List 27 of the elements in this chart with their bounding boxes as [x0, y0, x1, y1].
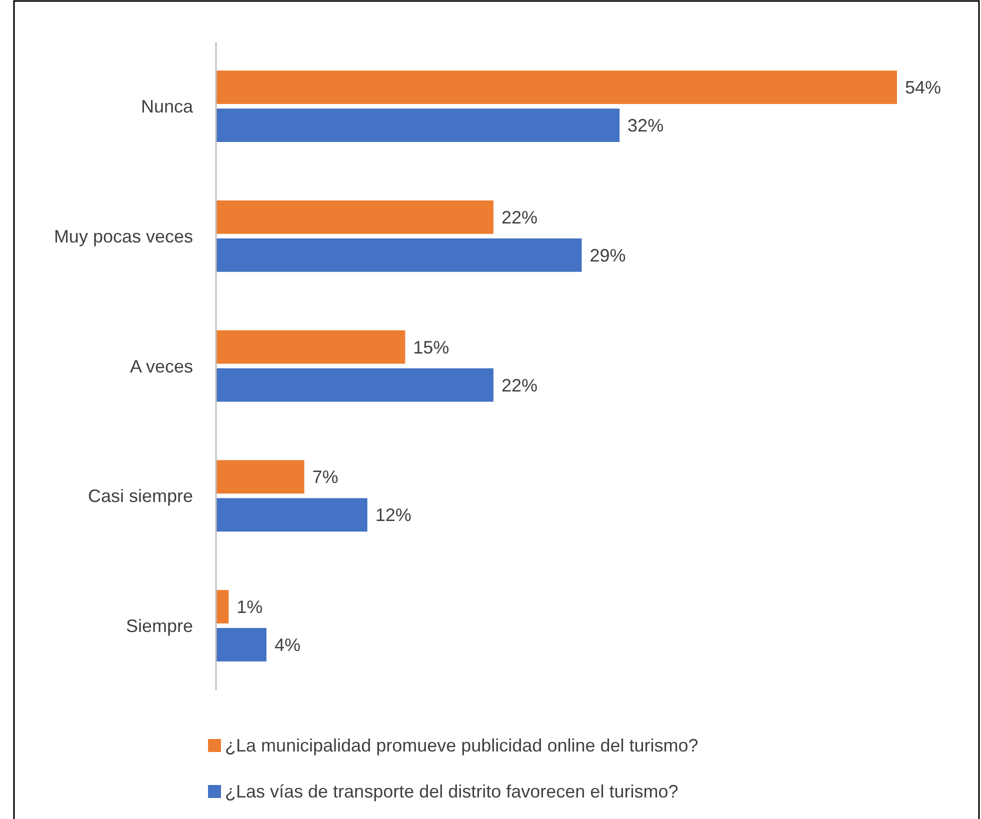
bar: [216, 200, 494, 234]
data-label: 54%: [905, 78, 942, 98]
data-label: 15%: [413, 337, 450, 358]
data-label: 22%: [501, 207, 538, 228]
data-label: 32%: [628, 116, 664, 136]
y-tick-label: Casi siempre: [88, 486, 193, 506]
y-tick-label: A veces: [130, 356, 193, 376]
legend-label: ¿Las vías de transporte del distrito favorecen el turismo?: [225, 781, 678, 802]
bar: [216, 368, 494, 402]
bar: [216, 70, 897, 104]
bar: [216, 590, 229, 624]
legend-label: ¿La municipalidad promueve publicidad online del turismo?: [225, 735, 698, 756]
data-label: 29%: [590, 245, 626, 266]
y-tick-label: Nunca: [140, 96, 194, 117]
bar: [216, 498, 368, 532]
bar: [216, 628, 266, 662]
bar: [216, 238, 582, 272]
data-label: 12%: [375, 505, 412, 526]
data-label: 4%: [274, 635, 300, 656]
bar: [216, 330, 406, 364]
y-tick-label: Muy pocas veces: [54, 226, 193, 246]
y-tick-label: Siempre: [126, 616, 193, 636]
data-label: 7%: [312, 467, 338, 488]
bar: [216, 460, 304, 494]
bar: [216, 108, 620, 142]
data-label: 22%: [501, 375, 538, 396]
data-label: 1%: [236, 597, 263, 618]
